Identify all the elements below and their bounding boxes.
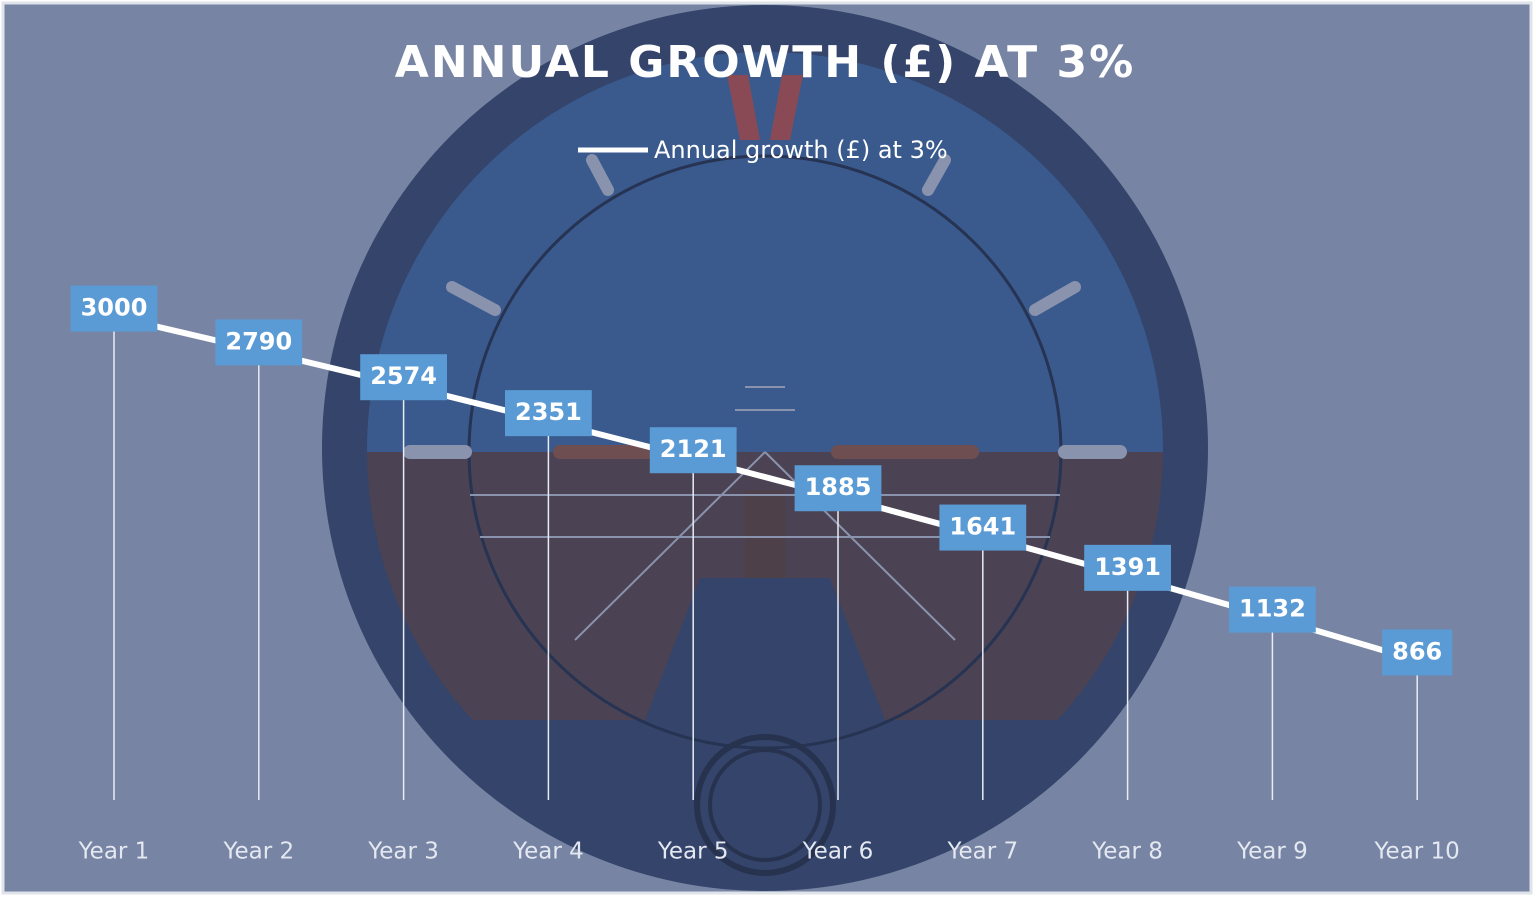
data-label: 2574 <box>370 362 437 390</box>
x-tick-label: Year 8 <box>1091 839 1163 865</box>
data-label-group: 3000 <box>70 285 158 332</box>
x-tick-label: Year 2 <box>222 839 294 865</box>
data-label: 2121 <box>660 435 727 463</box>
horizon-decoration <box>322 5 1208 891</box>
x-tick-label: Year 1 <box>78 839 150 865</box>
data-label: 1885 <box>805 473 872 501</box>
chart-title: ANNUAL GROWTH (£) AT 3% <box>395 37 1135 88</box>
data-label-group: 2574 <box>360 354 447 401</box>
data-label: 1132 <box>1239 595 1306 623</box>
data-label-group: 2351 <box>505 390 592 437</box>
data-label: 866 <box>1392 637 1442 665</box>
data-label-group: 866 <box>1382 629 1453 676</box>
x-tick-label: Year 4 <box>512 839 584 865</box>
x-tick-label: Year 3 <box>367 839 439 865</box>
data-label: 2351 <box>515 398 582 426</box>
data-label-group: 2790 <box>215 319 303 366</box>
data-label-box <box>360 354 447 401</box>
x-tick-label: Year 10 <box>1374 839 1460 865</box>
data-label-box <box>1382 629 1453 676</box>
x-tick-label: Year 9 <box>1236 839 1308 865</box>
data-label-group: 2121 <box>649 427 737 474</box>
x-tick-label: Year 7 <box>946 839 1018 865</box>
data-label-box <box>939 504 1027 551</box>
data-label-group: 1132 <box>1229 586 1316 633</box>
data-label: 1391 <box>1094 553 1161 581</box>
data-label-group: 1885 <box>794 465 882 512</box>
legend-label: Annual growth (£) at 3% <box>654 136 948 164</box>
data-label-box <box>1229 586 1316 633</box>
data-label-group: 1641 <box>939 504 1027 551</box>
data-line <box>113 313 1419 664</box>
data-label-group: 1391 <box>1084 544 1171 591</box>
data-label: 1641 <box>949 513 1016 541</box>
data-label-box <box>215 319 303 366</box>
x-tick-label: Year 5 <box>657 839 729 865</box>
data-label-box <box>505 390 592 437</box>
data-label-box <box>649 427 737 474</box>
x-tick-label: Year 6 <box>802 839 874 865</box>
data-label-box <box>70 285 158 332</box>
data-label: 2790 <box>225 327 292 355</box>
data-label: 3000 <box>81 294 148 322</box>
data-label-box <box>1084 544 1171 591</box>
data-label-box <box>794 465 882 512</box>
